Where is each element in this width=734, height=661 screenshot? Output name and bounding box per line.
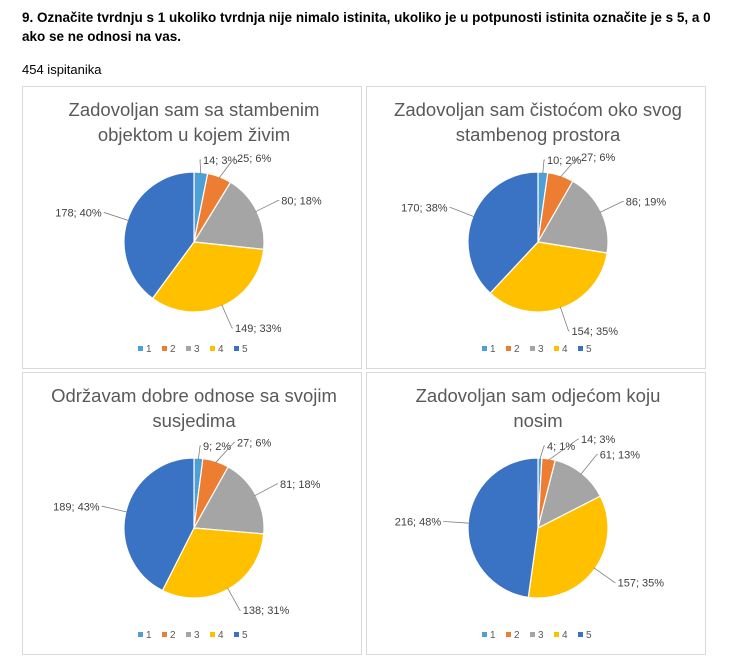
- data-label: 154; 35%: [572, 326, 619, 338]
- data-label: 27; 6%: [237, 438, 271, 450]
- legend-swatch-2: [162, 632, 167, 637]
- data-label: 27; 6%: [581, 152, 615, 164]
- data-label: 25; 6%: [237, 153, 271, 165]
- leader-line: [254, 483, 278, 497]
- legend-label-3: 3: [194, 344, 200, 355]
- legend-swatch-5: [578, 632, 583, 637]
- chart-title-line: objektom u kojem živim: [98, 124, 290, 145]
- legend-swatch-5: [234, 346, 239, 351]
- leader-line: [199, 159, 202, 174]
- data-label: 61; 13%: [600, 450, 641, 462]
- leader-line: [559, 156, 579, 178]
- leader-line: [103, 212, 129, 221]
- leader-line: [221, 304, 233, 329]
- data-label: 9; 2%: [203, 441, 231, 453]
- data-label: 216; 48%: [395, 517, 442, 529]
- legend-label-5: 5: [242, 630, 248, 641]
- leader-line: [255, 200, 280, 213]
- leader-line: [227, 587, 241, 611]
- leader-line: [539, 445, 545, 460]
- leader-line: [449, 207, 475, 218]
- pie-svg: Zadovoljan sam sa stambenim objektom u ko…: [55, 99, 322, 355]
- legend-swatch-3: [186, 632, 191, 637]
- pie-svg: Zadovoljan sam odjećom koju nosim 4; 1% 14;…: [395, 385, 665, 641]
- pie-chart-clothing: Zadovoljan sam odjećom koju nosim 4; 1% 14;…: [366, 372, 706, 655]
- leader-line: [215, 442, 235, 464]
- chart-title-line: Zadovoljan sam čistoćom oko svog: [394, 99, 682, 120]
- legend-swatch-3: [186, 346, 191, 351]
- legend-swatch-2: [506, 346, 511, 351]
- leader-line: [443, 521, 470, 524]
- legend-swatch-4: [210, 346, 215, 351]
- pie-chart-neighbours: Održavam dobre odnose sa svojim susjedima…: [22, 372, 362, 655]
- data-label: 138; 31%: [243, 605, 290, 617]
- chart-title-line: Zadovoljan sam odjećom koju: [416, 385, 661, 406]
- chart-title-line: nosim: [513, 410, 562, 431]
- data-label: 170; 38%: [401, 203, 448, 215]
- leader-line: [599, 201, 624, 213]
- legend-swatch-5: [234, 632, 239, 637]
- legend-label-1: 1: [490, 344, 496, 355]
- leader-line: [548, 438, 579, 461]
- legend-label-5: 5: [242, 344, 248, 355]
- data-label: 86; 19%: [626, 196, 667, 208]
- legend-swatch-2: [162, 346, 167, 351]
- legend-swatch-4: [210, 632, 215, 637]
- chart-title-line: susjedima: [152, 410, 236, 431]
- pie-chart-housing: Zadovoljan sam sa stambenim objektom u ko…: [22, 86, 362, 369]
- legend-label-1: 1: [146, 630, 152, 641]
- leader-line: [542, 159, 545, 174]
- data-label: 178; 40%: [55, 208, 102, 220]
- chart-title-line: Zadovoljan sam sa stambenim: [69, 99, 320, 120]
- data-label: 10; 2%: [547, 155, 581, 167]
- data-label: 4; 1%: [547, 441, 575, 453]
- leader-line: [559, 306, 570, 332]
- respondent-count: 454 ispitanika: [22, 62, 102, 77]
- legend-label-1: 1: [146, 344, 152, 355]
- legend-swatch-1: [138, 632, 143, 637]
- legend-swatch-4: [554, 632, 559, 637]
- question-text: 9. Označite tvrdnju s 1 ukoliko tvrdnja …: [22, 10, 711, 44]
- legend-swatch-5: [578, 346, 583, 351]
- legend-label-3: 3: [538, 630, 544, 641]
- data-label: 80; 18%: [281, 195, 322, 207]
- legend-label-3: 3: [194, 630, 200, 641]
- legend-swatch-1: [482, 346, 487, 351]
- legend-label-5: 5: [586, 344, 592, 355]
- leader-line: [101, 505, 128, 513]
- legend-swatch-2: [506, 632, 511, 637]
- leader-line: [218, 157, 235, 179]
- legend-swatch-1: [138, 346, 143, 351]
- legend-label-1: 1: [490, 630, 496, 641]
- legend-label-2: 2: [170, 630, 176, 641]
- legend-label-4: 4: [218, 630, 224, 641]
- legend-label-2: 2: [170, 344, 176, 355]
- legend-label-4: 4: [562, 630, 568, 641]
- data-label: 157; 35%: [618, 578, 665, 590]
- legend-swatch-4: [554, 346, 559, 351]
- data-label: 14; 3%: [581, 434, 615, 446]
- data-label: 81; 18%: [280, 479, 321, 491]
- legend-label-4: 4: [562, 344, 568, 355]
- data-label: 14; 3%: [203, 155, 237, 167]
- legend-swatch-3: [530, 346, 535, 351]
- data-label: 149; 33%: [235, 323, 282, 335]
- leader-line: [198, 445, 201, 460]
- chart-title-line: Održavam dobre odnose sa svojim: [51, 385, 337, 406]
- leader-line: [580, 454, 598, 475]
- legend-label-5: 5: [586, 630, 592, 641]
- chart-title-line: stambenog prostora: [456, 124, 621, 145]
- legend-label-2: 2: [514, 344, 520, 355]
- data-label: 189; 43%: [53, 501, 100, 513]
- legend-label-3: 3: [538, 344, 544, 355]
- leader-line: [593, 567, 616, 583]
- pie-svg: Održavam dobre odnose sa svojim susjedima…: [51, 385, 337, 641]
- legend-swatch-3: [530, 632, 535, 637]
- pie-svg: Zadovoljan sam čistoćom oko svog stambeno…: [394, 99, 682, 355]
- pie-slice-5: [467, 457, 539, 598]
- legend-label-4: 4: [218, 344, 224, 355]
- legend-swatch-1: [482, 632, 487, 637]
- pie-chart-cleanliness: Zadovoljan sam čistoćom oko svog stambeno…: [366, 86, 706, 369]
- legend-label-2: 2: [514, 630, 520, 641]
